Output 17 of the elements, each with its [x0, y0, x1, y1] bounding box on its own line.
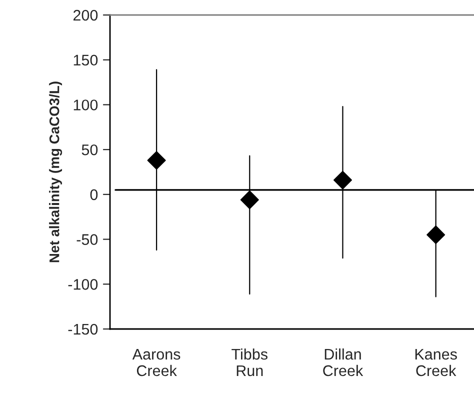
y-tick-label: 200 [73, 10, 98, 21]
y-tick-label: -50 [76, 234, 98, 245]
x-tick-label: Aarons Creek [132, 349, 180, 376]
point [240, 190, 259, 210]
y-axis-title: Net alkalinity (mg CaCO3/L) [49, 82, 62, 262]
y-tick-label: 50 [82, 144, 98, 156]
x-tick-label: Dillan Creek [323, 348, 364, 376]
point [147, 151, 166, 170]
point [333, 170, 352, 190]
y-tick-label: -150 [68, 324, 98, 335]
y-tick-label: -100 [68, 279, 98, 290]
x-tick-label: Tibbs Run [232, 348, 268, 376]
y-tick-label: 100 [74, 100, 98, 110]
point [426, 226, 446, 244]
y-tick-label: 150 [74, 54, 98, 66]
x-tick-label: Kanes Creek [415, 349, 457, 376]
y-tick-label: 0 [90, 189, 98, 200]
